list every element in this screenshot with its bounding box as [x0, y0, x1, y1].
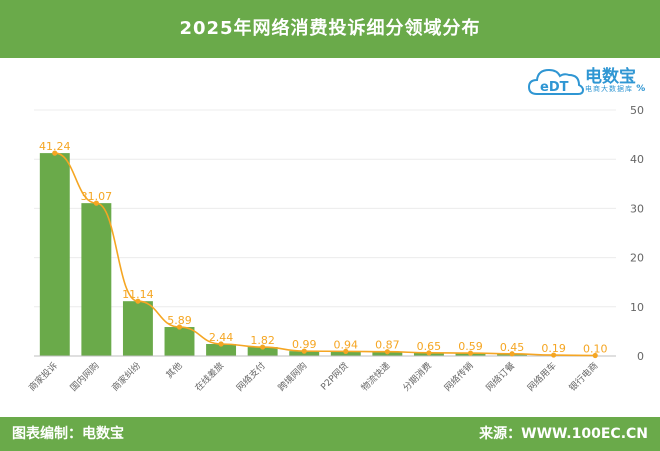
x-tick-label: 网络用车 — [525, 360, 559, 394]
trend-point — [52, 150, 58, 156]
value-label: 0.99 — [292, 338, 317, 351]
x-tick-label: 网络支付 — [234, 360, 268, 394]
y-tick-label: 30 — [630, 202, 644, 215]
trend-point — [93, 200, 99, 206]
bar — [206, 343, 237, 356]
bar — [122, 301, 153, 356]
value-label: 0.87 — [375, 339, 400, 352]
logo-brand-name: 电数宝 — [585, 67, 636, 87]
footer-source: 来源：WWW.100EC.CN — [479, 426, 648, 442]
bar — [164, 327, 195, 356]
trend-point — [592, 352, 598, 359]
x-tick-label: 分期消费 — [400, 360, 434, 394]
x-tick-label: 其他 — [163, 360, 184, 381]
footer-credit: 图表编制：电数宝 — [12, 426, 124, 442]
trend-line-series — [52, 150, 598, 359]
y-tick-label: 10 — [630, 301, 644, 314]
chart-title: 2025年网络消费投诉细分领域分布 — [179, 18, 481, 39]
value-label: 0.19 — [541, 342, 566, 355]
value-label: 5.89 — [167, 314, 192, 327]
trend-point — [218, 341, 224, 347]
x-tick-label: 网络订餐 — [483, 360, 517, 394]
x-tick-label: P2P网贷 — [318, 360, 351, 393]
value-label: 11.14 — [122, 288, 154, 301]
bar — [39, 153, 70, 356]
value-label: 1.82 — [250, 334, 275, 347]
value-label: 31.07 — [81, 190, 113, 203]
bars — [39, 153, 611, 356]
trend-point — [176, 324, 183, 330]
trend-point — [301, 348, 307, 354]
x-tick-label: 跨境网购 — [275, 360, 309, 394]
logo-percent: % — [636, 84, 647, 94]
logo-tagline-text: 电商大数据库 — [585, 85, 633, 93]
x-tick-label: 国内网购 — [68, 360, 102, 394]
logo-tagline: 电商大数据库 % — [585, 84, 646, 94]
x-tick-label: 网络传销 — [442, 360, 476, 394]
trend-line — [54, 152, 596, 357]
y-tick-label: 50 — [630, 104, 644, 117]
value-label: 0.45 — [500, 341, 525, 354]
trend-point — [551, 352, 557, 358]
trend-point — [260, 344, 266, 350]
y-tick-label: 40 — [630, 153, 644, 166]
y-tick-label: 0 — [637, 350, 644, 363]
x-tick-label: 商家投诉 — [26, 360, 60, 394]
x-tick-label: 物流快递 — [359, 360, 393, 394]
y-tick-label: 20 — [630, 252, 644, 265]
gridlines — [34, 109, 616, 357]
cloud-logo-icon: eDT — [527, 68, 585, 95]
bar — [247, 347, 278, 356]
trend-point — [426, 350, 432, 356]
value-label: 2.44 — [209, 331, 234, 344]
header-bar: 2025年网络消费投诉细分领域分布 — [0, 0, 660, 58]
value-label: 0.94 — [334, 338, 359, 351]
x-tick-label: 在线差旅 — [192, 360, 226, 394]
trend-point — [135, 298, 141, 304]
trend-point — [384, 349, 390, 355]
bar — [81, 203, 112, 356]
trend-point — [343, 348, 349, 354]
trend-point — [467, 350, 474, 356]
value-label: 0.59 — [458, 340, 483, 353]
trend-point — [509, 351, 515, 357]
brand-logo: eDT 电数宝 电商大数据库 % — [527, 60, 645, 100]
value-labels: 41.24 31.07 11.14 5.89 2.44 1.82 0.99 0.94 0.87 0… — [39, 140, 607, 355]
x-tick-label: 商家纠纷 — [109, 360, 143, 394]
value-label: 41.24 — [39, 140, 71, 153]
value-label: 0.65 — [417, 340, 442, 353]
value-label: 0.10 — [583, 343, 608, 356]
logo-cloud-text: eDT — [540, 80, 569, 95]
footer-bar: 图表编制：电数宝 来源：WWW.100EC.CN — [0, 417, 660, 451]
x-tick-label: 银行电商 — [566, 360, 600, 394]
x-axis-labels: 商家投诉 国内网购 商家纠纷 其他 在线差旅 网络支付 跨境网购 P2P网贷 物流快递 分期消费网… — [26, 360, 600, 394]
y-axis-ticks: 0 10 20 30 40 50 — [630, 104, 644, 363]
